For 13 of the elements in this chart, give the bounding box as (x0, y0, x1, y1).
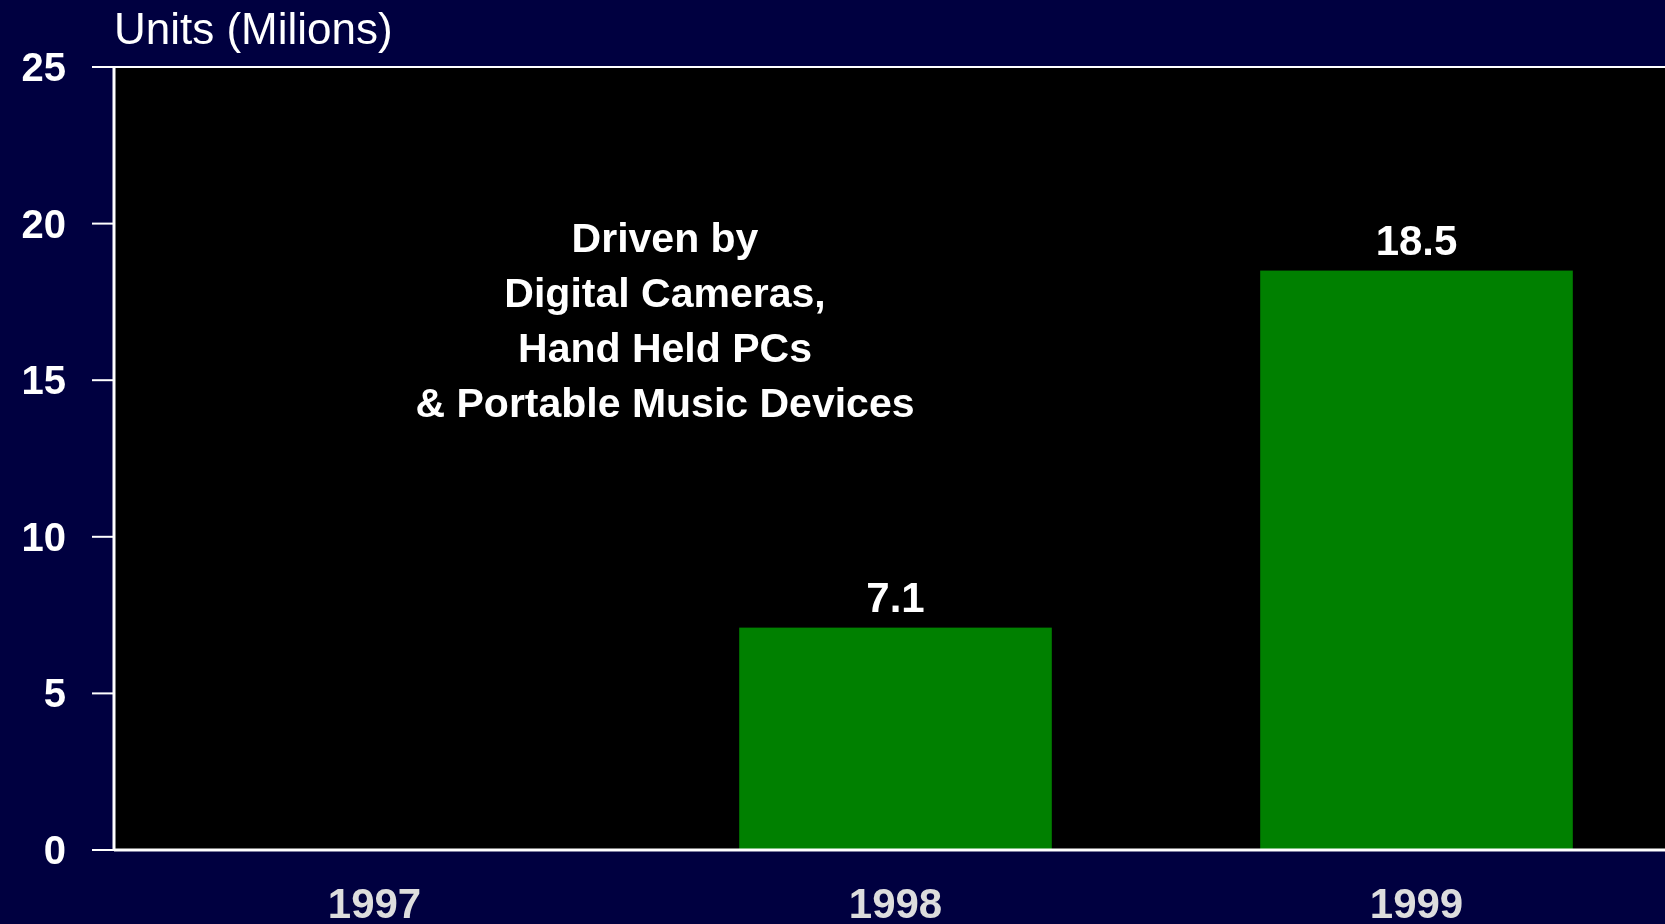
data-label: 7.1 (866, 573, 925, 621)
y-tick-label: 0 (43, 828, 66, 872)
chart-title: Units (Milions) (114, 4, 393, 53)
x-tick-label: 1998 (848, 880, 943, 924)
annotation: Driven by Digital Cameras, Hand Held PCs & Portable Music Devices (415, 215, 915, 426)
y-tick-label: 20 (21, 201, 66, 246)
y-tick-label: 10 (21, 514, 66, 559)
y-tick-label: 25 (21, 45, 66, 89)
x-tick-label: 1997 (327, 880, 422, 924)
y-tick-label: 15 (21, 358, 66, 403)
x-tick-label: 1999 (1369, 880, 1464, 924)
data-label: 18.5 (1375, 216, 1458, 264)
y-tick-label: 5 (43, 671, 66, 716)
